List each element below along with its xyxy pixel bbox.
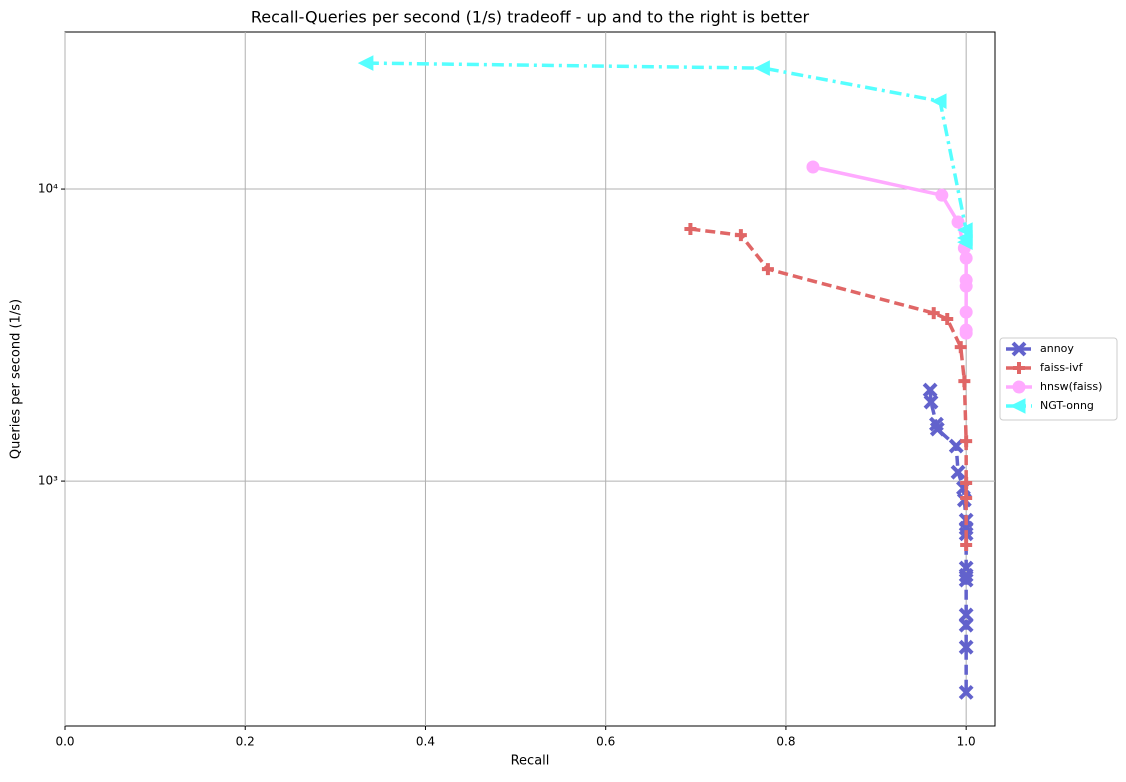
marker <box>929 421 945 437</box>
marker <box>959 326 973 340</box>
x-tick-label: 0.4 <box>416 735 435 749</box>
legend-label: NGT-onng <box>1040 399 1094 412</box>
marker <box>935 188 949 202</box>
marker <box>923 394 939 410</box>
x-tick-label: 0.0 <box>55 735 74 749</box>
marker <box>959 251 973 265</box>
x-tick-label: 0.6 <box>596 735 615 749</box>
marker <box>954 341 967 354</box>
marker <box>959 305 973 319</box>
series-line <box>366 61 968 243</box>
marker <box>958 572 974 588</box>
marker <box>951 215 965 229</box>
marker <box>960 435 973 448</box>
marker <box>1012 380 1026 394</box>
series-line <box>928 389 968 693</box>
marker <box>958 684 974 700</box>
x-axis-label: Recall <box>511 754 550 769</box>
marker <box>960 539 973 552</box>
y-tick-label: 10⁴ <box>38 182 58 196</box>
marker <box>958 639 974 655</box>
y-axis-label: Queries per second (1/s) <box>9 299 24 459</box>
legend-box <box>999 337 1118 421</box>
marker <box>1011 341 1027 357</box>
legend-label: hnsw(faiss) <box>1040 380 1102 393</box>
marker <box>1013 362 1025 374</box>
legend-label: annoy <box>1040 342 1074 355</box>
marker <box>761 263 774 276</box>
chart-title: Recall-Queries per second (1/s) tradeoff… <box>251 8 810 27</box>
marker <box>960 492 973 505</box>
marker <box>734 229 747 242</box>
marker <box>959 279 973 293</box>
marker <box>957 234 973 250</box>
marker <box>927 307 940 320</box>
marker <box>950 464 966 480</box>
marker <box>806 160 820 174</box>
legend-label: faiss-ivf <box>1040 361 1084 374</box>
marker <box>941 312 954 325</box>
marker <box>960 477 973 490</box>
marker <box>930 93 947 109</box>
marker <box>958 375 971 388</box>
marker <box>684 223 697 236</box>
marker <box>958 567 974 583</box>
plot-frame <box>64 31 996 727</box>
marker <box>1009 398 1026 414</box>
x-tick-label: 0.2 <box>236 735 255 749</box>
y-tick-label: 10³ <box>38 474 58 488</box>
marker <box>357 55 374 71</box>
marker <box>754 60 770 76</box>
marker <box>958 617 974 633</box>
x-tick-label: 1.0 <box>957 735 976 749</box>
series-line <box>812 165 968 334</box>
marker <box>922 382 938 398</box>
x-tick-label: 0.8 <box>776 735 795 749</box>
